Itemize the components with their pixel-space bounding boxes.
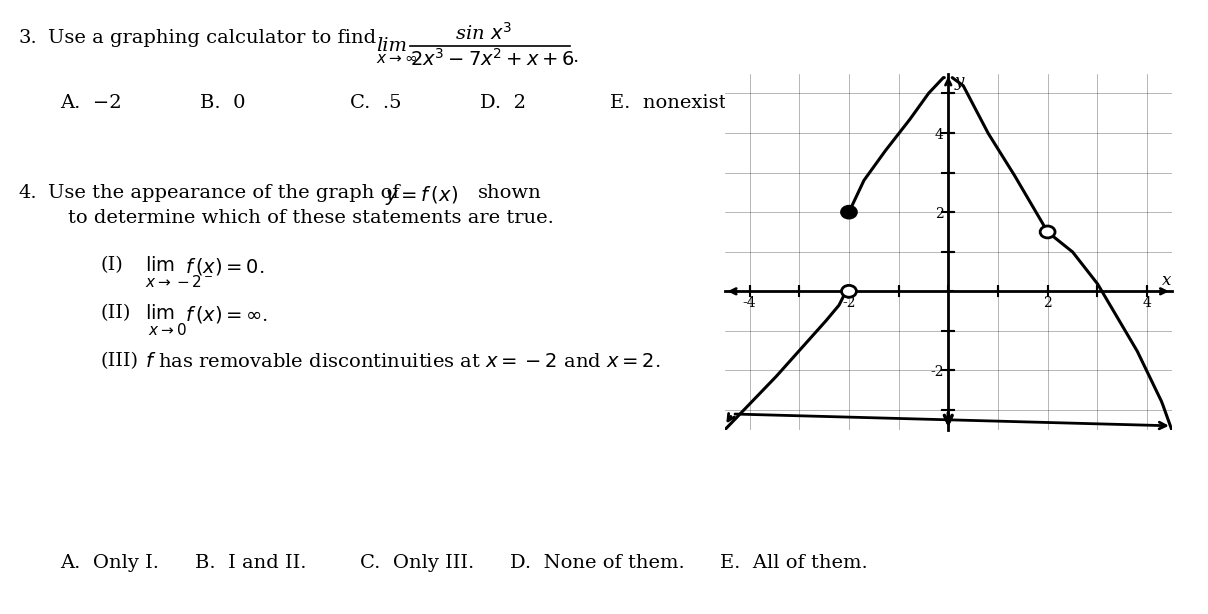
Text: $x \to -2^-$: $x \to -2^-$ xyxy=(145,274,214,290)
Text: (III): (III) xyxy=(100,352,138,370)
Text: A.  Only I.: A. Only I. xyxy=(60,554,159,572)
Circle shape xyxy=(842,286,856,297)
Text: (I): (I) xyxy=(100,256,123,274)
Text: Use a graphing calculator to find: Use a graphing calculator to find xyxy=(48,29,376,47)
Text: $\lim$: $\lim$ xyxy=(145,304,175,323)
Text: $x \to 0$: $x \to 0$ xyxy=(149,322,187,338)
Text: (II): (II) xyxy=(100,304,130,322)
Text: A.  −2: A. −2 xyxy=(60,94,122,112)
Circle shape xyxy=(1040,226,1055,238)
Text: $\lim$: $\lim$ xyxy=(145,256,175,275)
Text: C.  Only III.: C. Only III. xyxy=(360,554,475,572)
Text: $2x^3 - 7x^2 + x + 6$: $2x^3 - 7x^2 + x + 6$ xyxy=(410,48,575,70)
Text: 4.: 4. xyxy=(18,184,36,202)
Text: $x{\rightarrow}\infty$: $x{\rightarrow}\infty$ xyxy=(376,52,417,66)
Text: D.  None of them.: D. None of them. xyxy=(510,554,685,572)
Text: y: y xyxy=(954,72,964,90)
Text: $y = f\,(x)$: $y = f\,(x)$ xyxy=(385,184,458,207)
Text: to determine which of these statements are true.: to determine which of these statements a… xyxy=(68,209,554,227)
Text: $f\,(x) = \infty$.: $f\,(x) = \infty$. xyxy=(185,304,268,325)
Text: E.  All of them.: E. All of them. xyxy=(720,554,867,572)
Text: 3.: 3. xyxy=(18,29,36,47)
Circle shape xyxy=(842,206,856,218)
Text: sin $x^3$: sin $x^3$ xyxy=(455,22,512,44)
Text: lim: lim xyxy=(376,37,407,55)
Text: $f\,(x) = 0$.: $f\,(x) = 0$. xyxy=(185,256,265,277)
Text: x: x xyxy=(1162,273,1172,289)
Text: $f$ has removable discontinuities at $x = -2$ and $x = 2$.: $f$ has removable discontinuities at $x … xyxy=(145,352,661,371)
Text: Use the appearance of the graph of: Use the appearance of the graph of xyxy=(48,184,400,202)
Text: C.  .5: C. .5 xyxy=(350,94,401,112)
Text: D.  2: D. 2 xyxy=(480,94,525,112)
Text: E.  nonexistent: E. nonexistent xyxy=(610,94,759,112)
Text: shown: shown xyxy=(478,184,541,202)
Text: .: . xyxy=(573,48,579,66)
Text: B.  0: B. 0 xyxy=(201,94,245,112)
Text: B.  I and II.: B. I and II. xyxy=(194,554,307,572)
